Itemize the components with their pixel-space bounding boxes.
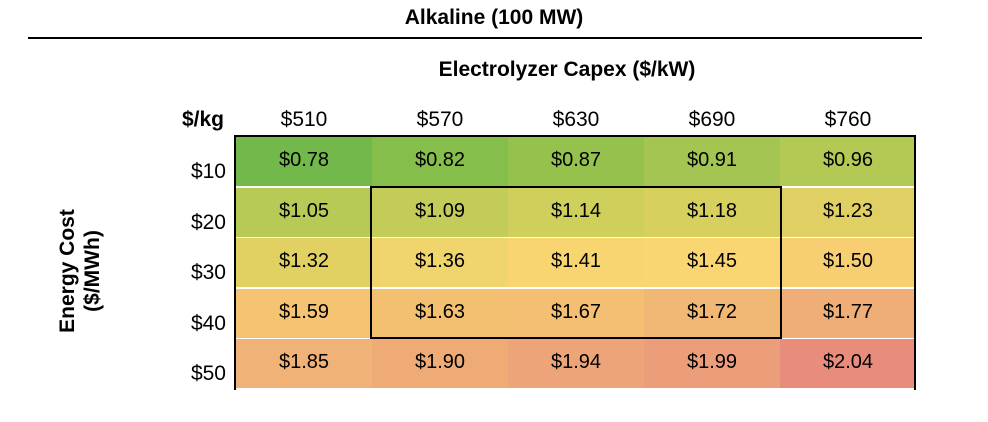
heatmap-cell: $1.94: [508, 339, 644, 388]
heatmap-cell: $1.99: [644, 339, 780, 388]
heatmap-cell: $1.85: [236, 339, 372, 388]
row-header: $50: [190, 362, 226, 385]
y-axis-title-line2: ($/MWh): [81, 230, 104, 312]
heatmap-cell: $1.18: [644, 187, 780, 237]
heatmap-cell: $1.72: [644, 288, 780, 338]
column-header: $630: [552, 108, 600, 131]
heatmap-cell: $0.78: [236, 137, 372, 186]
heatmap-cell: $1.45: [644, 238, 780, 287]
heatmap-cell: $1.63: [372, 288, 508, 338]
column-header: $570: [416, 108, 464, 131]
heatmap-cell: $2.04: [780, 339, 916, 388]
unit-label: $/kg: [181, 108, 224, 131]
x-axis-title: Electrolyzer Capex ($/kW): [438, 58, 696, 81]
heatmap-cell: $1.23: [780, 187, 916, 237]
heatmap-cell: $1.50: [780, 238, 916, 287]
heatmap-cell: $0.91: [644, 137, 780, 186]
column-header: $760: [824, 108, 872, 131]
heatmap-cell: $0.87: [508, 137, 644, 186]
heatmap-cell: $0.82: [372, 137, 508, 186]
y-axis-title: Energy Cost ($/MWh): [30, 166, 130, 376]
heatmap-cell: $1.77: [780, 288, 916, 338]
heatmap-cell: $1.59: [236, 288, 372, 338]
heatmap-cell: $1.14: [508, 187, 644, 237]
heatmap-cell: $1.36: [372, 238, 508, 287]
row-header: $40: [190, 311, 226, 335]
heatmap-cell: $1.05: [236, 187, 372, 237]
chart-title: Alkaline (100 MW): [404, 6, 584, 29]
row-header: $20: [190, 210, 226, 234]
title-underline: [28, 37, 922, 39]
column-header: $510: [280, 108, 328, 131]
heatmap-cell: $1.32: [236, 238, 372, 287]
row-header: $10: [190, 160, 226, 183]
row-header: $30: [190, 261, 226, 284]
heatmap-cell: $1.41: [508, 238, 644, 287]
heatmap-cell: $1.67: [508, 288, 644, 338]
heatmap-cell: $1.09: [372, 187, 508, 237]
heatmap-cell: $0.96: [780, 137, 916, 186]
y-axis-title-line1: Energy Cost: [56, 209, 79, 333]
column-header: $690: [688, 108, 736, 131]
heatmap-cell: $1.90: [372, 339, 508, 388]
